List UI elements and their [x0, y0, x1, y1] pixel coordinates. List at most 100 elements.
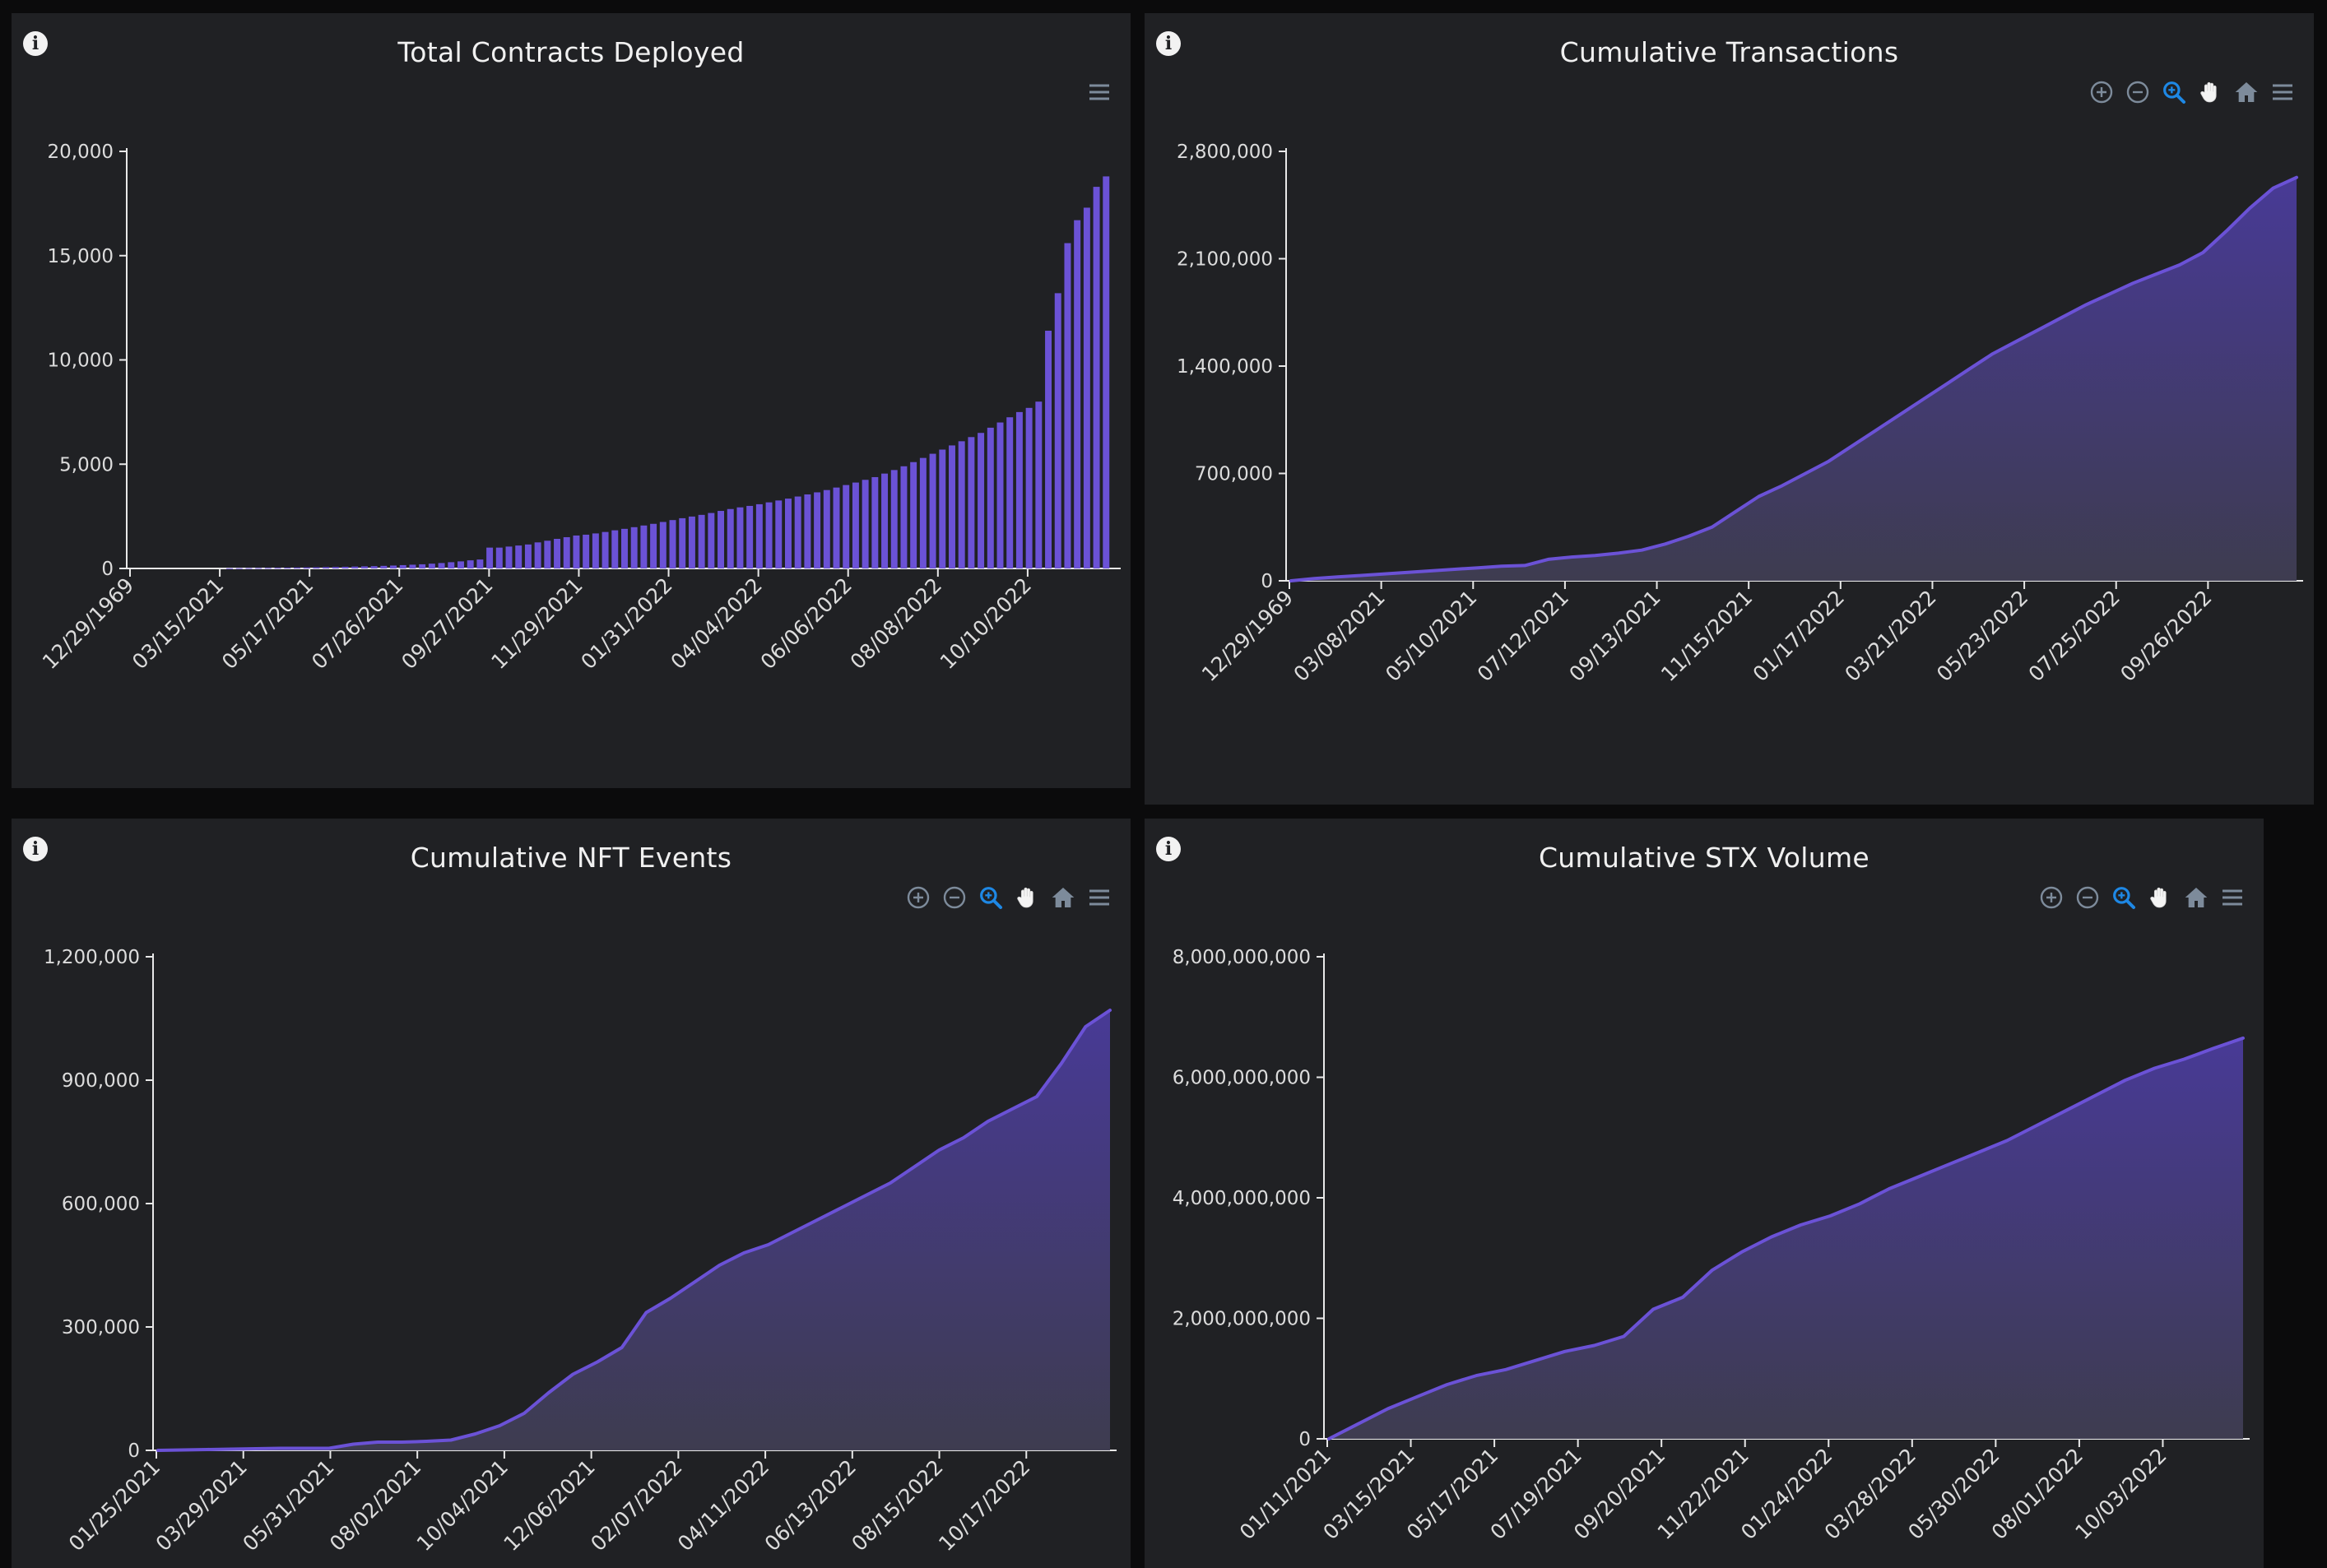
menu-icon[interactable] [2219, 884, 2246, 911]
bar[interactable] [486, 547, 494, 568]
bar[interactable] [563, 536, 570, 568]
bar[interactable] [515, 545, 523, 568]
bar[interactable] [448, 562, 455, 568]
bar[interactable] [746, 505, 754, 568]
zoom-out-icon[interactable] [2125, 79, 2151, 105]
bar[interactable] [544, 540, 551, 568]
bar[interactable] [669, 520, 676, 568]
bar[interactable] [360, 566, 368, 568]
bar[interactable] [380, 565, 388, 568]
bar[interactable] [332, 567, 339, 568]
bar[interactable] [1015, 411, 1023, 568]
bar[interactable] [862, 480, 869, 568]
bar[interactable] [341, 566, 349, 568]
zoom-in-icon[interactable] [2038, 884, 2065, 911]
bar[interactable] [987, 427, 994, 568]
reset-home-icon[interactable] [2233, 79, 2260, 105]
bar[interactable] [727, 508, 734, 568]
bar[interactable] [1025, 407, 1033, 568]
bar[interactable] [794, 496, 801, 568]
bar[interactable] [1054, 293, 1061, 568]
bar[interactable] [823, 489, 830, 568]
bar[interactable] [399, 564, 406, 568]
bar[interactable] [833, 487, 840, 568]
bar[interactable] [419, 564, 426, 568]
bar[interactable] [698, 514, 705, 568]
zoom-out-icon[interactable] [941, 884, 968, 911]
bar[interactable] [650, 523, 657, 568]
bar[interactable] [524, 544, 532, 568]
bar[interactable] [718, 511, 725, 568]
bar[interactable] [919, 457, 927, 568]
bar[interactable] [968, 437, 975, 568]
bar[interactable] [996, 422, 1004, 568]
bar[interactable] [939, 449, 946, 568]
menu-icon[interactable] [2269, 79, 2296, 105]
bar[interactable] [226, 568, 234, 569]
bar[interactable] [958, 441, 965, 568]
bar[interactable] [755, 503, 763, 568]
zoom-in-icon[interactable] [905, 884, 931, 911]
bar[interactable] [370, 566, 378, 568]
reset-home-icon[interactable] [2183, 884, 2209, 911]
bar[interactable] [1064, 243, 1071, 568]
bar[interactable] [679, 517, 686, 568]
bar[interactable] [390, 565, 397, 568]
reset-home-icon[interactable] [1050, 884, 1076, 911]
bar[interactable] [843, 485, 850, 568]
bar[interactable] [428, 564, 435, 568]
bar[interactable] [467, 560, 474, 568]
bar[interactable] [534, 542, 541, 568]
menu-icon[interactable] [1086, 79, 1112, 105]
bar[interactable] [1093, 187, 1100, 568]
bar[interactable] [1035, 401, 1043, 568]
bar[interactable] [351, 566, 359, 568]
bar[interactable] [476, 559, 484, 568]
bar[interactable] [458, 561, 464, 568]
bar[interactable] [323, 567, 330, 568]
bar[interactable] [688, 516, 695, 568]
bar[interactable] [583, 534, 590, 568]
pan-hand-icon[interactable] [2197, 79, 2223, 105]
series-line[interactable] [156, 1009, 1112, 1452]
bar[interactable] [438, 563, 445, 568]
info-icon[interactable]: i [1156, 31, 1181, 56]
bar[interactable] [640, 525, 648, 568]
pan-hand-icon[interactable] [1014, 884, 1040, 911]
pan-hand-icon[interactable] [2147, 884, 2173, 911]
bar[interactable] [949, 445, 955, 568]
zoom-in-icon[interactable] [2088, 79, 2115, 105]
bar[interactable] [910, 462, 917, 568]
zoom-out-icon[interactable] [2074, 884, 2101, 911]
bar[interactable] [804, 494, 811, 568]
bar[interactable] [814, 492, 821, 568]
info-icon[interactable]: i [1156, 837, 1181, 861]
bar[interactable] [601, 531, 609, 568]
bar[interactable] [621, 528, 628, 568]
bar[interactable] [900, 466, 908, 568]
bar[interactable] [785, 499, 792, 568]
selection-zoom-icon[interactable] [2111, 884, 2137, 911]
bar[interactable] [409, 564, 416, 568]
bar[interactable] [1045, 331, 1052, 568]
bar[interactable] [1083, 207, 1090, 568]
bar[interactable] [505, 546, 513, 568]
bar[interactable] [852, 482, 859, 568]
bar[interactable] [659, 522, 667, 568]
bar[interactable] [890, 470, 898, 568]
bar[interactable] [592, 533, 599, 568]
bar[interactable] [554, 539, 561, 568]
bar[interactable] [708, 513, 715, 568]
bar[interactable] [1006, 417, 1014, 568]
bar[interactable] [929, 453, 936, 568]
bar[interactable] [765, 502, 773, 568]
bar[interactable] [235, 568, 243, 569]
bar[interactable] [630, 527, 638, 568]
bar[interactable] [881, 473, 889, 568]
bar[interactable] [573, 535, 580, 568]
info-icon[interactable]: i [23, 837, 48, 861]
menu-icon[interactable] [1086, 884, 1112, 911]
bar[interactable] [495, 547, 503, 568]
bar[interactable] [1103, 176, 1110, 569]
series-line[interactable] [1289, 175, 2298, 582]
